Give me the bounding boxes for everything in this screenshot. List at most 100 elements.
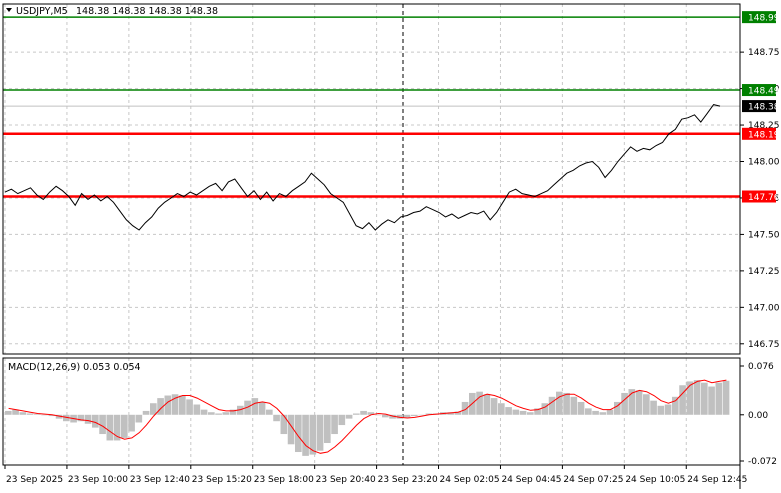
macd-bar [324,414,331,444]
time-tick-label: 23 Sep 20:40 [316,475,376,485]
price-tick-label: 148.75 [748,48,780,58]
macd-bar [266,409,273,415]
macd-bar [447,412,454,415]
macd-bar [99,414,106,435]
macd-bar [150,403,157,415]
macd-tick-label: 0.00 [748,411,768,421]
time-tick-label: 23 Sep 10:00 [68,475,128,485]
time-tick-label: 24 Sep 10:05 [625,475,685,485]
macd-bar [672,396,679,415]
macd-bar [403,414,411,418]
level-label-box [742,190,776,203]
macd-bar [643,394,650,415]
macd-tick-label: -0.072 [748,457,777,467]
macd-bar [128,414,135,432]
macd-bar [570,396,578,415]
macd-bar [592,410,599,415]
macd-bar [295,414,302,453]
macd-bar [556,391,563,415]
macd-bar [476,391,483,415]
macd-bar [41,414,48,416]
ohlc-values: 148.38 148.38 148.38 148.38 [76,6,218,17]
macd-bar [280,414,288,435]
level-label-box [742,11,776,24]
macd-bar [382,414,389,418]
time-tick-label: 23 Sep 2025 [6,475,63,485]
macd-bar [577,401,585,415]
macd-bar [302,414,309,456]
time-tick-label: 23 Sep 23:20 [378,475,438,485]
macd-bar [519,410,527,415]
macd-bar [490,398,498,415]
macd-bar [273,414,280,422]
macd-bar [106,414,114,441]
macd-bar [34,414,41,415]
macd-bar [411,414,418,417]
macd-bar [171,394,179,415]
macd-bar [77,414,85,422]
price-series [4,104,721,231]
signal-line [8,379,727,454]
macd-bar [92,414,99,428]
macd-bar [229,409,237,415]
macd-bar [389,414,396,419]
level-label: 148.49 [748,87,780,97]
current-price-box [742,100,776,113]
macd-bar [396,414,404,419]
macd-bar [425,413,433,415]
macd-bar [5,410,12,415]
macd-bar [316,414,324,451]
macd-bar [84,414,92,424]
macd-bar [19,412,27,415]
macd-bar [563,392,570,415]
level-lines [3,16,740,198]
macd-bar [142,410,150,415]
macd-bar [621,392,628,415]
macd-bar [679,385,686,415]
dropdown-triangle-icon[interactable] [6,8,12,12]
current-price-label: 148.38 [748,103,780,113]
macd-tick-label: 0.076 [748,362,774,372]
time-tick-label: 23 Sep 12:40 [130,475,190,485]
time-tick-label: 23 Sep 15:20 [192,475,252,485]
time-tick-label: 24 Sep 07:25 [563,475,623,485]
time-axis: 23 Sep 2025 23 Sep 10:00 23 Sep 12:40 23 Se… [4,465,747,485]
macd-bar [664,404,672,415]
macd-bar [258,401,266,415]
macd-bar [55,414,63,419]
price-tick-label: 147.00 [748,303,780,313]
macd-bar [548,396,556,415]
macd-bar [650,400,657,415]
macd-histogram [5,380,730,456]
macd-bar [48,414,56,417]
price-tick-label: 146.75 [748,340,780,350]
macd-bar [157,398,164,415]
price-tick-label: 148.25 [748,121,780,131]
macd-bar [193,404,201,415]
macd-axis: 0.076 0.00 -0.072 [740,362,777,467]
macd-bar [701,382,708,415]
macd-bar [113,414,121,441]
macd-bar [63,414,70,422]
macd-bar [686,381,694,415]
macd-bar [374,414,382,416]
level-labels: 148.99 148.49 148.19 147.76 148.38 [742,11,780,203]
macd-bar [599,412,607,415]
macd-bar [606,409,614,415]
macd-bar [237,405,244,415]
time-tick-label: 23 Sep 18:00 [254,475,314,485]
level-label: 147.76 [748,193,780,203]
time-tick-label: 24 Sep 12:45 [687,475,747,485]
price-tick-label: 148.00 [748,158,780,168]
macd-pane-frame [2,357,741,466]
level-label: 148.19 [748,130,780,140]
macd-bar [353,413,360,415]
macd-bar [585,408,592,415]
macd-bar [345,414,353,419]
macd-bar [715,382,723,415]
price-tick-label: 147.25 [748,267,780,277]
macd-bar [635,390,643,415]
time-tick-label: 24 Sep 02:05 [440,475,500,485]
